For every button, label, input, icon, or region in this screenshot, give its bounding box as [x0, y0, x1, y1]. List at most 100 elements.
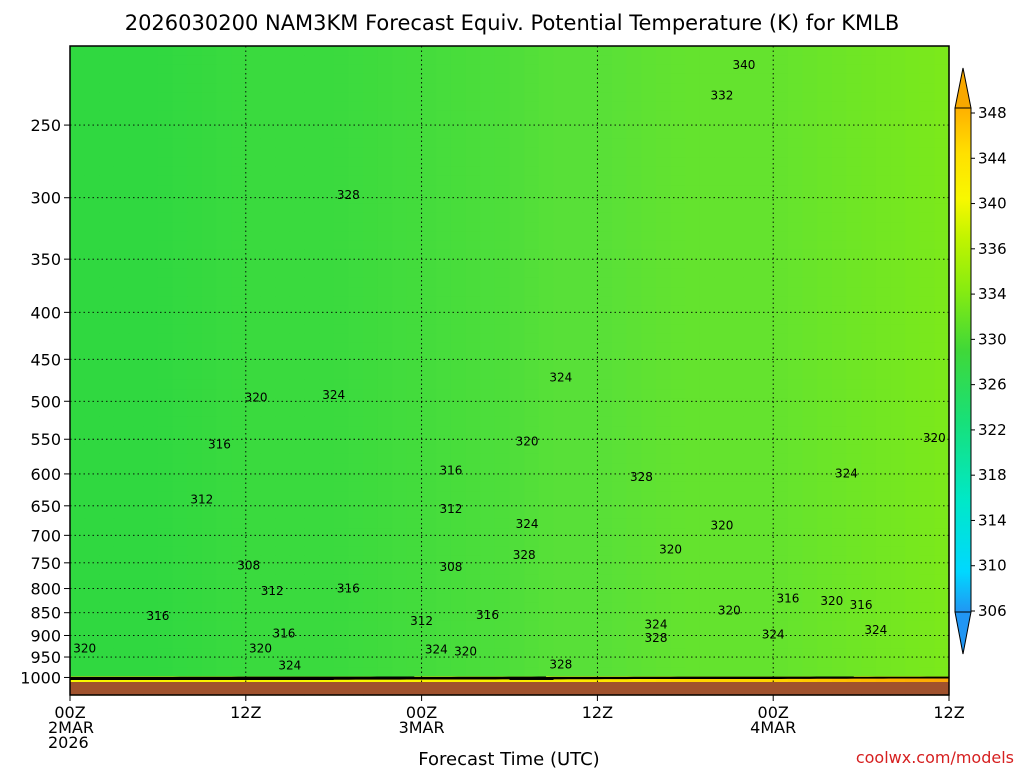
field-cell [128, 231, 144, 242]
field-cell [201, 639, 218, 650]
field-cell [201, 203, 218, 214]
y-tick-label: 500 [30, 392, 61, 411]
field-cell [802, 565, 818, 576]
field-cell [524, 175, 540, 186]
field-cell [538, 305, 555, 316]
field-cell [890, 491, 906, 501]
field-cell [377, 472, 393, 483]
field-cell [143, 83, 159, 93]
field-cell [553, 314, 569, 325]
field-cell [568, 676, 584, 687]
field-cell [626, 630, 642, 640]
field-cell [524, 314, 540, 325]
field-cell [216, 528, 232, 538]
field-cell [84, 639, 100, 650]
field-cell [553, 361, 569, 372]
field-cell [421, 73, 437, 84]
field-cell [216, 157, 232, 168]
field-cell [421, 287, 437, 297]
field-cell [758, 240, 774, 251]
y-axis: 2503003504004505005506006507007508008509… [20, 116, 70, 687]
field-cell [553, 611, 569, 622]
field-cell [612, 620, 628, 631]
field-cell [348, 481, 364, 492]
field-cell [304, 546, 320, 557]
field-cell [333, 157, 349, 168]
field-cell [84, 491, 100, 501]
field-cell [612, 463, 628, 474]
field-cell [714, 222, 730, 233]
field-cell [128, 101, 144, 112]
field-cell [861, 398, 877, 409]
field-cell [377, 240, 393, 251]
field-cell [656, 157, 672, 168]
field-cell [538, 120, 555, 131]
field-cell [831, 518, 848, 529]
field-cell [685, 240, 701, 251]
field-cell [568, 342, 584, 353]
field-cell [524, 453, 540, 464]
field-cell [99, 185, 115, 195]
field-cell [113, 472, 130, 483]
field-cell [201, 463, 218, 474]
field-cell [714, 55, 730, 66]
field-cell [99, 407, 115, 418]
field-cell [626, 602, 642, 613]
field-cell [128, 518, 144, 529]
field-cell [157, 500, 174, 511]
field-cell [538, 277, 555, 288]
field-cell [817, 222, 833, 233]
field-cell [656, 463, 672, 474]
field-cell [729, 472, 745, 483]
field-cell [201, 55, 218, 66]
field-cell [480, 361, 496, 372]
field-cell [348, 648, 364, 659]
field-cell [656, 55, 672, 66]
field-cell [758, 64, 774, 75]
field-cell [612, 212, 628, 223]
field-cell [890, 231, 906, 242]
field-cell [436, 73, 452, 84]
field-cell [436, 361, 452, 372]
field-cell [846, 416, 862, 427]
field-cell [641, 528, 657, 538]
field-cell [421, 509, 437, 520]
field-cell [582, 583, 598, 594]
field-cell [333, 593, 349, 603]
field-cell [113, 259, 130, 270]
field-cell [890, 55, 906, 66]
field-cell [275, 500, 291, 511]
field-cell [113, 231, 130, 242]
field-cell [304, 389, 320, 399]
field-cell [699, 565, 716, 576]
field-cell [70, 120, 86, 131]
field-cell [641, 620, 657, 631]
field-cell [157, 314, 174, 325]
field-cell [919, 565, 935, 576]
field-cell [392, 426, 408, 436]
field-cell [685, 639, 701, 650]
field-cell [450, 259, 467, 270]
field-cell [245, 407, 262, 418]
field-cell [656, 268, 672, 279]
field-cell [656, 305, 672, 316]
field-cell [275, 203, 291, 214]
field-cell [597, 185, 613, 195]
field-cell [260, 305, 276, 316]
field-cell [538, 185, 555, 195]
field-cell [99, 379, 115, 390]
field-cell [553, 324, 569, 335]
field-cell [612, 194, 628, 205]
field-cell [656, 648, 672, 659]
credit-link[interactable]: coolwx.com/models [856, 748, 1014, 767]
field-cell [699, 676, 716, 687]
field-cell [436, 110, 452, 121]
field-cell [275, 518, 291, 529]
field-cell [787, 305, 804, 316]
field-cell [319, 194, 335, 205]
field-cell [319, 657, 335, 668]
field-cell [802, 73, 818, 84]
field-cell [260, 361, 276, 372]
field-cell [421, 583, 437, 594]
field-cell [861, 676, 877, 687]
